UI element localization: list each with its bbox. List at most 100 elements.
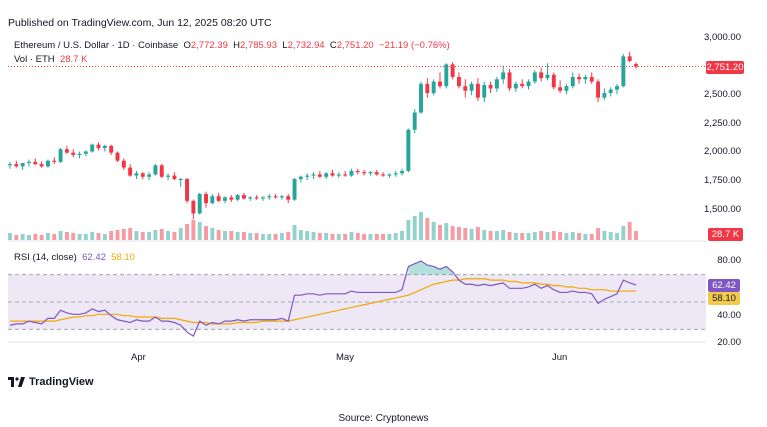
- volume-bar: [248, 233, 253, 240]
- volume-bar: [551, 231, 556, 240]
- candle-body: [286, 196, 291, 200]
- candle-body: [172, 175, 177, 180]
- volume-legend[interactable]: Vol · ETH 28.7 K: [14, 54, 87, 65]
- candle-body: [147, 174, 152, 177]
- volume-bar: [197, 222, 202, 240]
- high-value: 2,785.93: [240, 40, 277, 51]
- volume-bar: [267, 234, 272, 240]
- candle-body: [444, 64, 449, 87]
- volume-badge: 28.7 K: [708, 228, 743, 241]
- candle-body: [216, 196, 221, 201]
- volume-bar: [229, 231, 234, 240]
- last-price-badge: 2,751.20: [706, 61, 744, 74]
- volume-bar: [235, 232, 240, 240]
- volume-bar: [77, 234, 82, 240]
- candle-body: [564, 86, 569, 91]
- volume-bar: [159, 229, 164, 240]
- volume-bar: [298, 230, 303, 240]
- candle-body: [292, 179, 297, 200]
- candle-body: [431, 81, 436, 94]
- volume-bar: [564, 233, 569, 240]
- volume-bar: [336, 234, 341, 240]
- symbol-legend[interactable]: Ethereum / U.S. Dollar · 1D · Coinbase O…: [14, 40, 450, 51]
- volume-bar: [178, 228, 183, 240]
- volume-bar: [172, 232, 177, 240]
- volume-bar: [621, 226, 626, 240]
- volume-bar: [583, 234, 588, 240]
- price-tick-2500: 2,500.00: [704, 89, 741, 100]
- volume-bar: [27, 235, 31, 240]
- rsi-label: RSI (14, close): [14, 252, 77, 263]
- close-label: C: [329, 40, 337, 51]
- volume-bar: [570, 232, 575, 240]
- volume-bar: [419, 212, 423, 240]
- candle-body: [406, 129, 411, 172]
- volume-bar: [355, 233, 360, 240]
- rsi-legend[interactable]: RSI (14, close) 62.42 58.10: [14, 252, 135, 263]
- volume-bar: [45, 233, 50, 240]
- close-value: 2,751.20: [336, 40, 374, 51]
- candle-body: [387, 174, 392, 176]
- volume-bar: [438, 225, 442, 240]
- volume-bar: [539, 231, 544, 240]
- price-tick-1500: 1,500.00: [704, 204, 741, 215]
- change-value: −21.19 (−0.76%): [378, 40, 450, 51]
- volume-bar: [241, 232, 246, 240]
- volume-bar: [475, 227, 480, 240]
- candle-body: [400, 171, 405, 174]
- volume-bar: [185, 224, 190, 240]
- candle-body: [153, 165, 158, 175]
- price-tick-2250: 2,250.00: [704, 118, 741, 129]
- candle-body: [362, 172, 367, 174]
- volume-bar: [191, 220, 196, 240]
- volume-bar: [393, 233, 398, 240]
- low-label: L: [282, 40, 288, 51]
- candle-body: [14, 164, 19, 167]
- candle-body: [577, 76, 582, 80]
- candle-body: [185, 179, 190, 201]
- volume-bar: [223, 231, 227, 240]
- candle-body: [355, 171, 360, 173]
- candle-body: [64, 149, 69, 153]
- volume-bar: [608, 232, 613, 240]
- candle-body: [90, 144, 95, 152]
- candle-body: [45, 160, 50, 167]
- candle-body: [349, 171, 354, 176]
- candle-body: [8, 164, 12, 166]
- candle-body: [204, 193, 208, 204]
- published-header: Published on TradingView.com, Jun 12, 20…: [8, 17, 272, 29]
- candle-body: [513, 83, 518, 89]
- tradingview-logo[interactable]: TradingView: [8, 376, 94, 388]
- volume-bar: [627, 222, 632, 240]
- volume-bar: [14, 235, 19, 240]
- x-tick-may: May: [336, 352, 354, 363]
- volume-bar: [431, 222, 436, 240]
- candle-body: [223, 197, 227, 201]
- volume-bar: [343, 234, 348, 240]
- candle-body: [235, 195, 240, 200]
- candle-body: [134, 173, 139, 176]
- volume-bar: [140, 232, 145, 240]
- candle-body: [526, 81, 531, 87]
- candle-body: [494, 79, 499, 89]
- volume-bar: [216, 230, 221, 240]
- volume-bar: [311, 232, 316, 240]
- open-value: 2,772.39: [190, 40, 228, 51]
- volume-bar: [90, 232, 95, 240]
- candle-body: [469, 83, 474, 91]
- candle-body: [450, 64, 455, 77]
- volume-bar: [577, 233, 582, 240]
- volume-bar: [292, 225, 297, 240]
- candle-body: [20, 162, 25, 167]
- candle-body: [102, 145, 107, 149]
- volume-bar: [400, 231, 405, 240]
- candle-body: [71, 152, 76, 155]
- volume-bar: [33, 234, 38, 240]
- candle-body: [83, 151, 88, 154]
- candle-body: [608, 89, 613, 94]
- volume-bar: [324, 233, 329, 240]
- volume-bar: [260, 234, 265, 240]
- rsi-tick-20: 20.00: [717, 337, 741, 348]
- volume-bar: [450, 226, 455, 240]
